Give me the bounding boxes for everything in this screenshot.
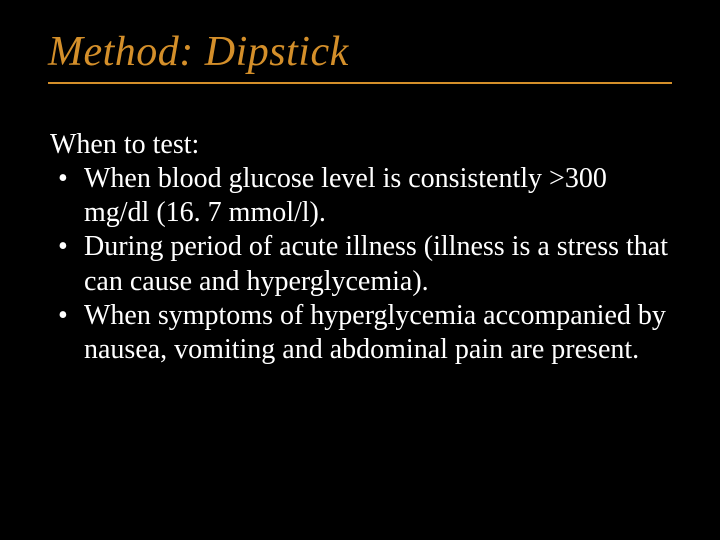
list-item: During period of acute illness (illness … [50, 230, 672, 298]
slide-title: Method: Dipstick [48, 28, 672, 76]
slide-container: Method: Dipstick When to test: When bloo… [0, 0, 720, 540]
bullet-list: When blood glucose level is consistently… [48, 162, 672, 367]
title-underline [48, 82, 672, 84]
list-item: When blood glucose level is consistently… [50, 162, 672, 230]
list-item: When symptoms of hyperglycemia accompani… [50, 299, 672, 367]
intro-text: When to test: [48, 128, 672, 162]
slide-body: When to test: When blood glucose level i… [48, 128, 672, 367]
